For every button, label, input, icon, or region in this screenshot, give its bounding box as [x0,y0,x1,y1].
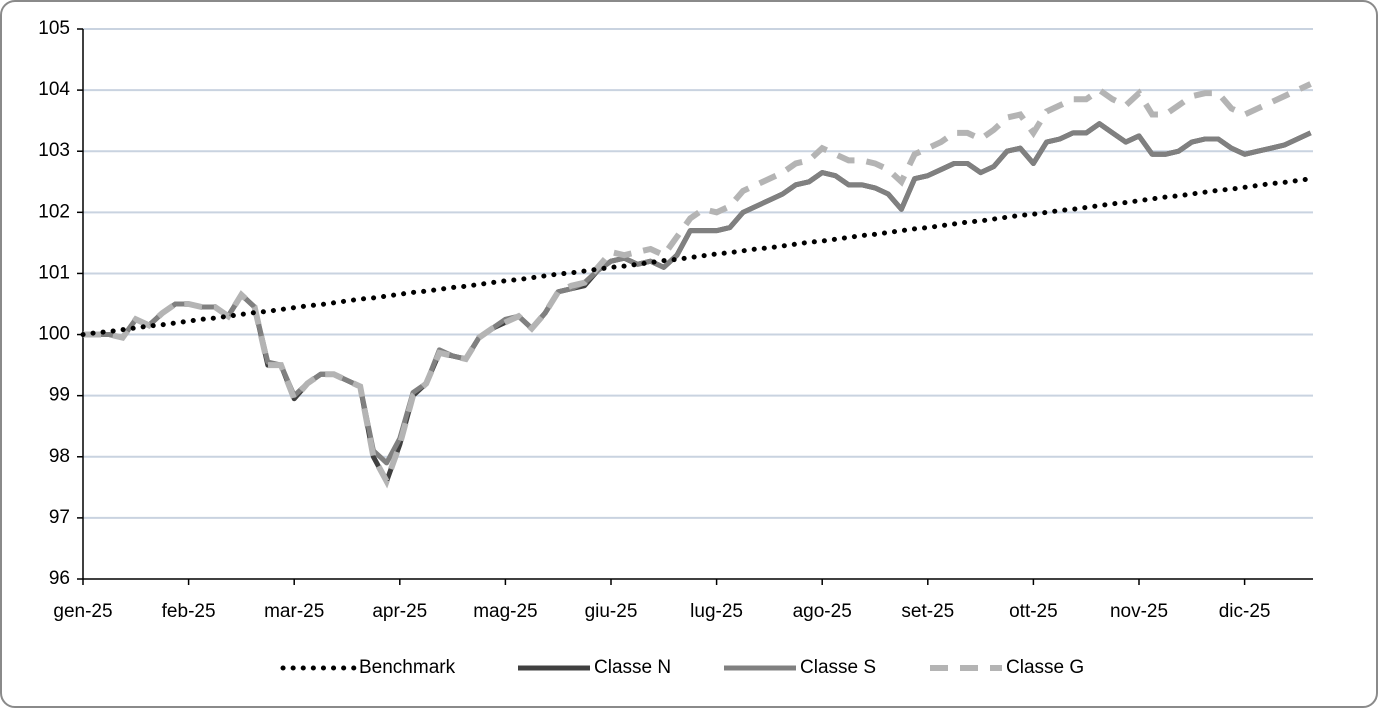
series-line [83,81,1312,489]
legend-label: Benchmark [359,657,456,678]
y-tick-label: 105 [38,18,70,39]
x-tick-label: mag-25 [473,601,537,622]
y-tick-label: 97 [49,507,70,528]
x-tick-label: giu-25 [585,601,638,622]
x-tick-label: gen-25 [53,601,112,622]
x-tick-label: apr-25 [372,601,427,622]
y-tick-label: 101 [38,262,70,283]
y-tick-label: 99 [49,385,70,406]
x-tick-label: lug-25 [690,601,743,622]
y-tick-label: 102 [38,201,70,222]
x-tick-label: nov-25 [1110,601,1168,622]
y-tick-label: 100 [38,324,70,345]
y-tick-label: 96 [49,568,70,589]
y-tick-label: 98 [49,446,70,467]
x-tick-label: set-25 [901,601,954,622]
legend-label: Classe G [1006,657,1084,678]
x-tick-label: ago-25 [793,601,852,622]
y-tick-label: 104 [38,79,70,100]
y-tick-label: 103 [38,140,70,161]
legend-label: Classe N [594,657,671,678]
x-tick-label: dic-25 [1219,601,1271,622]
x-tick-label: mar-25 [264,601,324,622]
legend-label: Classe S [800,657,876,678]
x-tick-label: feb-25 [162,601,216,622]
series-line [80,176,1314,338]
series-line [83,121,1312,466]
x-tick-label: ott-25 [1009,601,1058,622]
